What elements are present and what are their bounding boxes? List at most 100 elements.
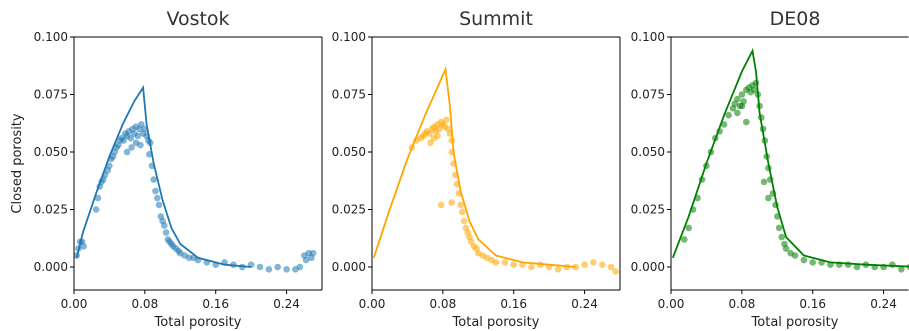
data-point bbox=[137, 141, 144, 149]
y-tick-label: 0.075 bbox=[34, 88, 68, 102]
y-tick-label: 0.025 bbox=[34, 203, 68, 217]
data-point bbox=[492, 259, 500, 266]
model-line bbox=[75, 84, 252, 268]
x-tick-label: 0.24 bbox=[571, 297, 598, 311]
data-point bbox=[283, 266, 290, 273]
data-point bbox=[427, 139, 434, 147]
data-point bbox=[155, 201, 163, 209]
chart-title: Summit bbox=[459, 8, 533, 30]
data-point bbox=[296, 263, 304, 271]
data-point bbox=[554, 266, 562, 273]
data-point bbox=[302, 256, 310, 264]
data-point bbox=[436, 125, 443, 133]
data-point bbox=[853, 263, 861, 271]
data-point bbox=[528, 263, 535, 271]
data-point bbox=[590, 259, 597, 266]
model-line bbox=[372, 65, 576, 268]
data-point bbox=[775, 224, 783, 232]
data-point bbox=[106, 162, 113, 170]
data-point bbox=[844, 261, 852, 269]
x-tick-label: 0.00 bbox=[359, 297, 386, 311]
data-point bbox=[123, 148, 131, 156]
data-point bbox=[437, 201, 445, 209]
x-tick-label: 0.08 bbox=[131, 297, 158, 311]
data-point bbox=[308, 254, 315, 262]
data-points bbox=[681, 79, 909, 273]
data-point bbox=[681, 236, 688, 243]
y-tick-label: 0.000 bbox=[631, 260, 665, 274]
data-point bbox=[127, 134, 134, 142]
y-tick-label: 0.050 bbox=[34, 145, 68, 159]
y-tick-label: 0.000 bbox=[332, 260, 366, 274]
data-point bbox=[138, 121, 145, 128]
data-point bbox=[898, 266, 905, 273]
y-tick-label: 0.025 bbox=[332, 203, 366, 217]
data-point bbox=[150, 176, 157, 183]
x-axis-label: Total porosity bbox=[154, 315, 242, 330]
data-point bbox=[738, 91, 746, 98]
x-tick-label: 0.24 bbox=[273, 297, 300, 311]
data-point bbox=[685, 224, 692, 232]
data-point bbox=[778, 233, 785, 241]
data-point bbox=[510, 261, 517, 269]
chart-title: Vostok bbox=[166, 8, 229, 30]
data-point bbox=[80, 243, 87, 250]
y-axis-label: Closed porosity bbox=[10, 113, 25, 213]
y-tick-label: 0.100 bbox=[631, 30, 665, 44]
data-point bbox=[120, 137, 127, 144]
y-tick-label: 0.050 bbox=[631, 145, 665, 159]
data-point bbox=[457, 201, 464, 209]
y-tick-label: 0.025 bbox=[631, 203, 665, 217]
data-point bbox=[256, 263, 264, 271]
data-point bbox=[782, 245, 790, 252]
data-point bbox=[448, 199, 456, 206]
data-point bbox=[720, 121, 728, 128]
data-point bbox=[734, 95, 741, 103]
x-tick-label: 0.16 bbox=[202, 297, 229, 311]
model-line bbox=[671, 47, 909, 268]
data-point bbox=[460, 217, 468, 225]
x-tick-label: 0.08 bbox=[429, 297, 456, 311]
data-point bbox=[889, 261, 896, 269]
data-point bbox=[459, 208, 466, 216]
data-point bbox=[743, 118, 750, 126]
data-point bbox=[599, 261, 606, 269]
data-points bbox=[408, 116, 619, 275]
data-point bbox=[501, 259, 509, 266]
data-point bbox=[581, 261, 588, 269]
data-point bbox=[607, 263, 615, 271]
x-tick-label: 0.00 bbox=[658, 297, 685, 311]
data-point bbox=[443, 116, 450, 124]
data-point bbox=[734, 109, 741, 117]
data-point bbox=[94, 194, 102, 202]
data-points bbox=[74, 121, 317, 273]
chart-panel-2: Summit 0.000 0.025 0.050 0.075 0.100 0.00 0.08 0… bbox=[332, 8, 621, 330]
data-point bbox=[154, 194, 161, 202]
data-point bbox=[162, 229, 170, 236]
chart-panel-1: Vostok 0.000 0.025 0.050 0.075 0.100 0.00 0.08 0… bbox=[10, 8, 323, 330]
x-tick-label: 0.16 bbox=[500, 297, 527, 311]
data-point bbox=[128, 144, 135, 151]
x-tick-label: 0.08 bbox=[728, 297, 755, 311]
data-point bbox=[92, 206, 100, 213]
data-point bbox=[612, 268, 619, 275]
data-point bbox=[725, 111, 732, 119]
y-tick-label: 0.000 bbox=[34, 260, 68, 274]
data-point bbox=[800, 256, 808, 264]
data-point bbox=[161, 222, 168, 229]
data-point bbox=[751, 86, 758, 94]
data-point bbox=[809, 259, 816, 266]
x-tick-label: 0.00 bbox=[61, 297, 88, 311]
x-tick-label: 0.24 bbox=[870, 297, 897, 311]
data-point bbox=[760, 178, 768, 186]
data-point bbox=[791, 252, 799, 259]
y-tick-label: 0.050 bbox=[332, 145, 366, 159]
x-tick-label: 0.16 bbox=[799, 297, 826, 311]
data-point bbox=[738, 102, 746, 110]
data-point bbox=[434, 132, 441, 140]
x-axis-label: Total porosity bbox=[452, 315, 540, 330]
y-tick-label: 0.100 bbox=[332, 30, 366, 44]
data-point bbox=[134, 132, 142, 140]
data-point bbox=[274, 263, 282, 271]
